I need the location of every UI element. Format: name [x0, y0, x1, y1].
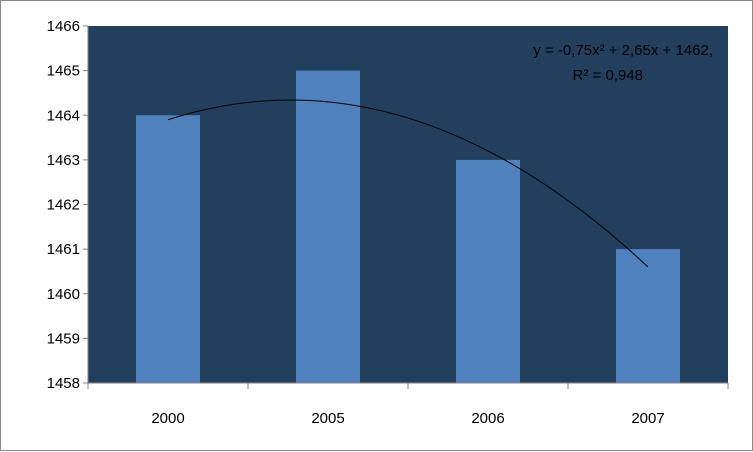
trendline [167, 99, 649, 268]
y-tick-label: 1460 [47, 286, 80, 303]
y-tick-label: 1466 [47, 18, 80, 35]
trendline-equation: y = -0,75x² + 2,65x + 1462, [533, 42, 713, 59]
y-tick-label: 1465 [47, 63, 80, 80]
trendline-r-squared: R² = 0,948 [573, 67, 643, 84]
x-tick-label: 2005 [311, 410, 344, 427]
x-tick-label: 2007 [631, 410, 664, 427]
y-tick-label: 1459 [47, 330, 80, 347]
bar-2007 [616, 249, 680, 383]
y-tick-label: 1463 [47, 152, 80, 169]
y-tick-label: 1458 [47, 375, 80, 392]
y-tick-label: 1462 [47, 197, 80, 214]
bars [136, 70, 680, 383]
bar-2006 [456, 159, 520, 383]
y-tick-label: 1464 [47, 107, 80, 124]
bar-2000 [136, 115, 200, 383]
y-tick-label: 1461 [47, 241, 80, 258]
x-tick-label: 2006 [471, 410, 504, 427]
y-axis-ticks: 1458 1459 1460 1461 1462 1463 1464 1465 1466 [47, 18, 88, 392]
bar-2005 [296, 70, 360, 383]
x-tick-label: 2000 [151, 410, 184, 427]
x-axis-ticks: 2000 2005 2006 2007 [87, 383, 729, 427]
